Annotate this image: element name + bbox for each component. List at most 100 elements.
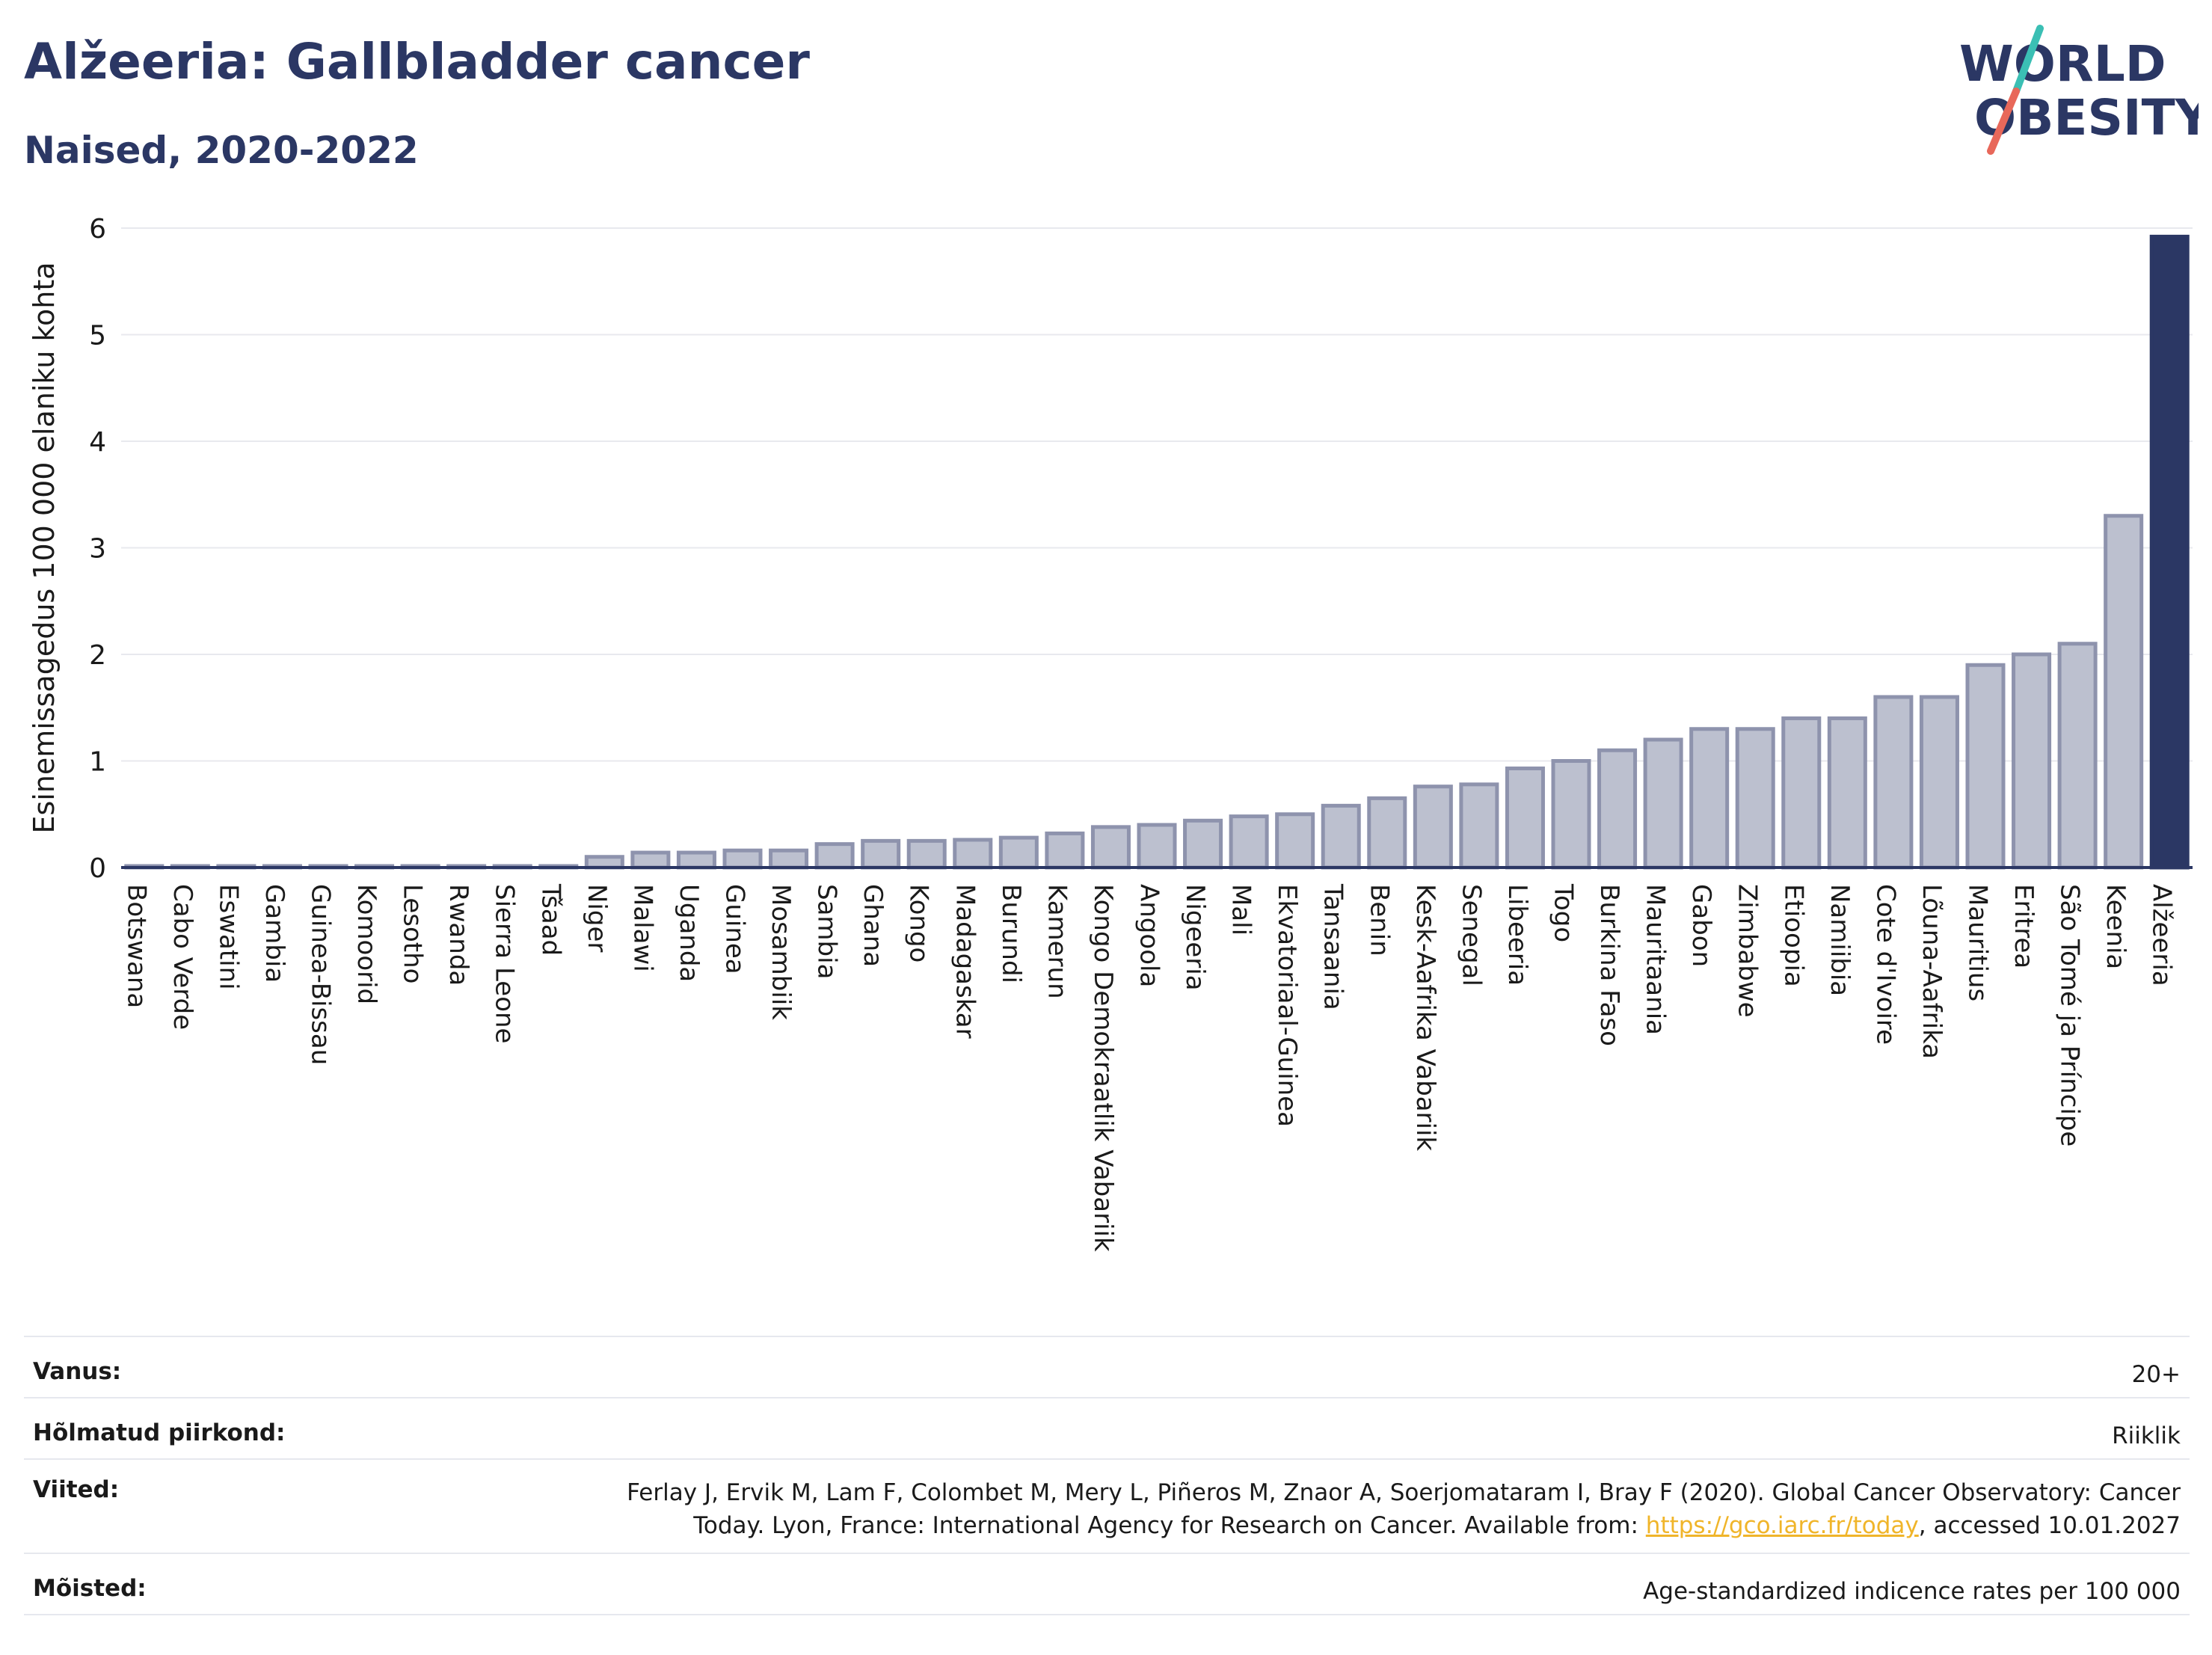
bar-chart: 0 1 2 3 4 5 6 Botswana Cabo Verde Eswatini Gambia… (28, 214, 2193, 1252)
bar-34[interactable] (1689, 727, 1730, 870)
x-tick-label: Eritrea (2009, 884, 2039, 968)
x-tick-label: Etioopia (1778, 884, 1808, 987)
bar-31[interactable] (1551, 759, 1591, 870)
bar-19[interactable] (998, 835, 1039, 870)
info-row-definitions: Mõisted: Age-standardized indicence rate… (24, 1553, 2190, 1615)
y-tick-label: 1 (89, 747, 106, 778)
y-tick-label: 0 (89, 853, 106, 884)
bar-16[interactable] (861, 838, 901, 870)
x-tick-label: Guinea (720, 884, 750, 974)
x-tick-label: Mauritaania (1641, 884, 1671, 1035)
grid-lines (121, 227, 2193, 762)
bar-41[interactable] (2012, 652, 2052, 870)
bar-36[interactable] (1781, 716, 1822, 870)
bar-18[interactable] (953, 838, 993, 870)
x-tick-label: Uganda (674, 884, 704, 982)
x-tick-label: Senegal (1456, 884, 1486, 986)
references-line2-post: , accessed 10.01.2027 (1918, 1512, 2181, 1540)
x-tick-label: Kongo (904, 884, 934, 962)
x-tick-label: Malawi (627, 884, 657, 972)
bar-40[interactable] (1965, 663, 2006, 870)
bar-27[interactable] (1367, 796, 1407, 870)
bar-29[interactable] (1459, 782, 1499, 870)
x-tick-label: Cote d'Ivoire (1870, 884, 1900, 1045)
info-value-references: Ferlay J, Ervik M, Lam F, Colombet M, Me… (627, 1476, 2181, 1542)
x-tick-label: Niger (582, 884, 612, 952)
bar-32[interactable] (1597, 748, 1638, 870)
y-tick-label: 6 (89, 214, 106, 245)
x-tick-label: Gambia (259, 884, 289, 983)
x-tick-label: Ghana (858, 884, 888, 967)
bar-43[interactable] (2104, 514, 2144, 870)
y-tick-label: 5 (89, 321, 106, 351)
x-tick-label: Burundi (996, 884, 1026, 983)
references-link[interactable]: https://gco.iarc.fr/today (1645, 1512, 1919, 1540)
bars (124, 234, 2190, 870)
x-tick-label: Namiibia (1825, 884, 1855, 996)
bar-12[interactable] (676, 850, 716, 870)
x-tick-label: Ekvatoriaal-Guinea (1272, 884, 1302, 1127)
bar-37[interactable] (1827, 716, 1867, 870)
y-tick-label: 4 (89, 427, 106, 458)
x-tick-label: Botswana (121, 884, 151, 1008)
y-tick-labels: 0 1 2 3 4 5 6 (89, 214, 106, 884)
bar-22[interactable] (1137, 823, 1177, 870)
x-tick-label: Komoorid (351, 884, 381, 1004)
x-tick-label: Gabon (1686, 884, 1716, 967)
bar-33[interactable] (1643, 737, 1683, 870)
bar-14[interactable] (769, 848, 809, 870)
chart-subtitle: Naised, 2020-2022 (24, 129, 419, 172)
x-tick-label: Cabo Verde (168, 884, 197, 1030)
bar-23[interactable] (1183, 818, 1223, 870)
bar-28[interactable] (1413, 784, 1453, 870)
world-obesity-logo: WORLD OBESITY (1959, 25, 2199, 155)
bar-25[interactable] (1275, 812, 1315, 870)
references-line2-pre: Today. Lyon, France: International Agenc… (693, 1512, 1646, 1540)
bar-30[interactable] (1505, 766, 1545, 870)
logo-slash-bottom (1987, 87, 2020, 155)
x-tick-label: Kesk-Aafrika Vabariik (1410, 884, 1440, 1151)
x-tick-label: Alžeeria (2147, 884, 2177, 986)
info-value-age: 20+ (2131, 1361, 2181, 1388)
info-row-references: Viited: Ferlay J, Ervik M, Lam F, Colomb… (24, 1458, 2190, 1553)
bar-44[interactable] (2149, 234, 2190, 870)
bar-24[interactable] (1229, 814, 1269, 870)
bar-10[interactable] (584, 855, 624, 870)
bar-35[interactable] (1735, 727, 1775, 870)
x-tick-label: Mauritius (1963, 884, 1993, 1001)
x-tick-label: Burkina Faso (1594, 884, 1624, 1046)
x-tick-label: Madagaskar (950, 884, 980, 1039)
logo-slash-top (2012, 25, 2044, 95)
x-tick-label: Libeeria (1502, 884, 1532, 986)
x-tick-label: Sierra Leone (490, 884, 520, 1043)
info-label-definitions: Mõisted: (33, 1575, 147, 1602)
x-tick-label: Togo (1549, 883, 1579, 942)
bar-26[interactable] (1321, 803, 1361, 870)
x-tick-label: Guinea-Bissau (306, 884, 336, 1065)
bar-17[interactable] (906, 838, 947, 870)
x-tick-label: Sambia (812, 884, 842, 979)
bar-21[interactable] (1090, 825, 1131, 870)
chart-title: Alžeeria: Gallbladder cancer (24, 33, 810, 90)
bar-11[interactable] (630, 850, 671, 870)
info-value-definitions: Age-standardized indicence rates per 100… (1643, 1578, 2181, 1605)
x-tick-label: Eswatini (213, 884, 243, 990)
info-table: Vanus: 20+ Hõlmatud piirkond: Riiklik Vi… (24, 1336, 2190, 1615)
x-tick-label: São Tomé ja Príncipe (2055, 884, 2085, 1146)
bar-39[interactable] (1919, 695, 1959, 870)
info-label-references: Viited: (33, 1476, 120, 1503)
bar-20[interactable] (1045, 831, 1085, 870)
bar-15[interactable] (814, 842, 855, 870)
bar-13[interactable] (722, 848, 763, 870)
info-label-coverage: Hõlmatud piirkond: (33, 1419, 286, 1446)
x-tick-label: Mali (1226, 884, 1256, 936)
x-tick-label: Tansaania (1318, 883, 1348, 1010)
x-tick-label: Lõuna-Aafrika (1917, 884, 1947, 1059)
bar-38[interactable] (1873, 695, 1914, 870)
x-tick-label: Mosambiik (766, 884, 796, 1020)
y-tick-label: 2 (89, 640, 106, 671)
info-row-coverage: Hõlmatud piirkond: Riiklik (24, 1397, 2190, 1458)
bar-42[interactable] (2057, 642, 2098, 870)
info-value-coverage: Riiklik (2112, 1422, 2181, 1449)
x-tick-label: Kamerun (1042, 884, 1072, 999)
